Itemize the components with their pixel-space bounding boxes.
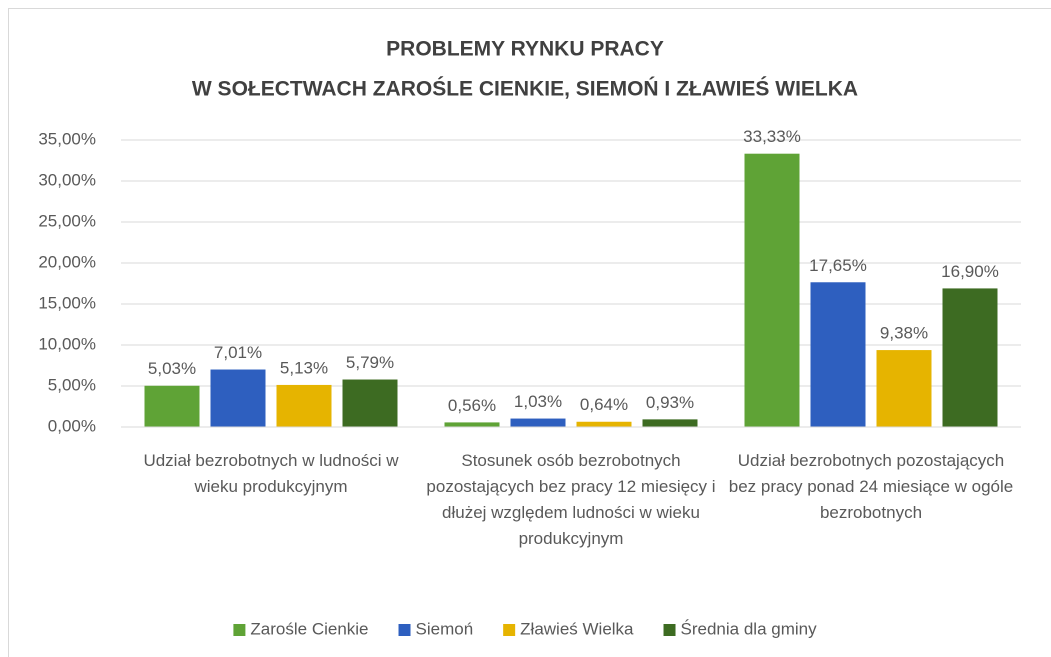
bar [276, 384, 332, 427]
legend-swatch [233, 624, 246, 636]
bar [210, 369, 266, 427]
y-tick-label: 5,00% [48, 375, 96, 394]
value-label: 17,65% [809, 256, 867, 275]
bar [144, 385, 200, 427]
legend-label: Średnia dla gminy [681, 619, 818, 638]
value-label: 0,93% [646, 393, 694, 412]
value-label: 9,38% [880, 324, 928, 343]
bar [810, 282, 866, 427]
bar [942, 288, 998, 427]
value-label: 0,64% [580, 395, 628, 414]
chart-title: W SOŁECTWACH ZAROŚLE CIENKIE, SIEMOŃ I Z… [192, 77, 858, 101]
chart-title: PROBLEMY RYNKU PRACY [386, 38, 664, 61]
legend-swatch [398, 624, 411, 636]
value-label: 33,33% [743, 127, 801, 146]
legend-swatch [663, 624, 676, 636]
bar [510, 418, 566, 427]
value-label: 1,03% [514, 392, 562, 411]
bar [444, 422, 500, 427]
value-label: 5,79% [346, 353, 394, 372]
legend-label: Zławieś Wielka [520, 619, 634, 638]
y-tick-label: 30,00% [38, 170, 96, 189]
value-label: 7,01% [214, 343, 262, 362]
y-tick-label: 25,00% [38, 211, 96, 230]
bar [876, 350, 932, 427]
value-label: 0,56% [448, 396, 496, 415]
chart-border [8, 8, 1051, 657]
x-tick-label: Stosunek osób bezrobotnych pozostających … [426, 451, 715, 548]
x-tick-label: Udział bezrobotnych pozostających bez pra… [729, 451, 1013, 522]
y-tick-label: 15,00% [38, 293, 96, 312]
bar [642, 419, 698, 427]
value-label: 5,03% [148, 359, 196, 378]
value-label: 16,90% [941, 262, 999, 281]
value-label: 5,13% [280, 358, 328, 377]
legend-label: Siemoń [416, 619, 474, 638]
bar [576, 421, 632, 427]
y-tick-label: 10,00% [38, 334, 96, 353]
y-tick-label: 20,00% [38, 252, 96, 271]
bar [744, 153, 800, 427]
y-tick-label: 0,00% [48, 416, 96, 435]
legend-swatch [503, 624, 516, 636]
bar [342, 379, 398, 427]
x-tick-label: Udział bezrobotnych w ludności w wieku pr… [143, 451, 399, 496]
legend-label: Zarośle Cienkie [250, 619, 368, 638]
y-tick-label: 35,00% [38, 129, 96, 148]
